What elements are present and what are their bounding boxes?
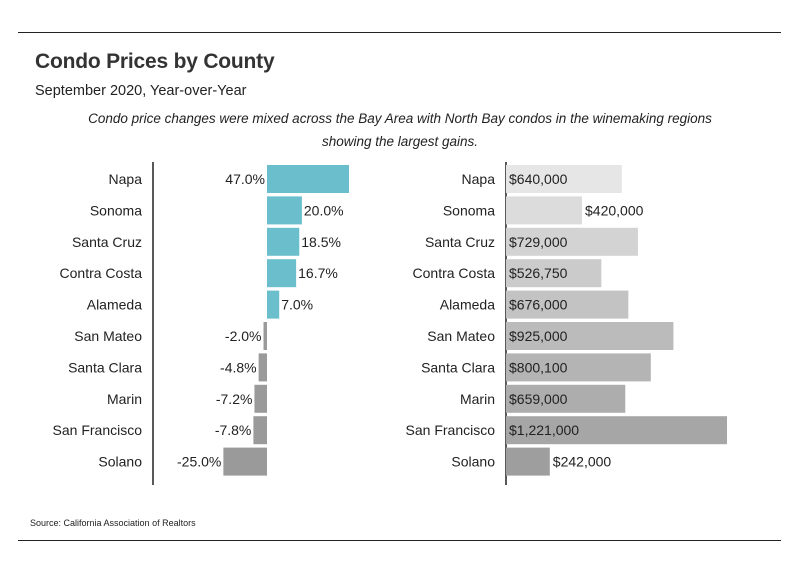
chart-subtitle: September 2020, Year-over-Year	[35, 83, 247, 99]
change-value-santa-clara: -4.8%	[220, 359, 257, 375]
change-value-san-francisco: -7.8%	[215, 422, 252, 438]
change-bar-santa-clara	[258, 353, 267, 382]
county-label-marin: Marin	[107, 391, 142, 407]
county-label-san-francisco: San Francisco	[53, 422, 143, 438]
chart-title: Condo Prices by County	[35, 50, 275, 73]
median-price-chart: Napa $640,000 Sonoma $420,000 Santa Cruz $729…	[406, 162, 727, 485]
county-label-right-marin: Marin	[460, 391, 495, 407]
price-bar-contra-costa	[506, 259, 602, 288]
price-bar-marin	[506, 384, 626, 413]
county-label-alameda: Alameda	[87, 297, 142, 313]
change-value-marin: -7.2%	[216, 391, 253, 407]
change-value-solano: -25.0%	[177, 454, 221, 470]
change-bar-sonoma	[267, 196, 302, 225]
change-value-sonoma: 20.0%	[304, 202, 344, 218]
county-label-right-napa: Napa	[462, 171, 496, 187]
county-label-solano: Solano	[98, 454, 142, 470]
county-label-right-alameda: Alameda	[440, 297, 495, 313]
chart-description: Condo price changes were mixed across th…	[88, 111, 712, 149]
price-value-san-mateo: $925,000	[509, 328, 568, 344]
price-value-san-francisco: $1,221,000	[509, 422, 579, 438]
price-bar-santa-cruz	[506, 227, 638, 256]
county-label-santa-clara: Santa Clara	[68, 359, 142, 375]
change-value-napa: 47.0%	[225, 171, 265, 187]
price-bar-san-mateo	[506, 322, 674, 350]
change-bar-alameda	[267, 290, 280, 319]
price-value-contra-costa: $526,750	[509, 265, 568, 281]
county-label-contra-costa: Contra Costa	[60, 265, 143, 281]
price-bar-napa	[506, 165, 622, 193]
change-bar-marin	[254, 384, 267, 413]
county-label-santa-cruz: Santa Cruz	[72, 234, 142, 250]
price-value-marin: $659,000	[509, 391, 568, 407]
change-bar-contra-costa	[267, 259, 297, 288]
change-bar-san-mateo	[263, 322, 267, 350]
bottom-rule	[18, 540, 781, 541]
change-bar-san-francisco	[253, 416, 267, 445]
top-rule	[18, 32, 781, 33]
change-bar-napa	[267, 165, 349, 193]
change-bar-solano	[223, 447, 267, 476]
price-bar-santa-clara	[506, 353, 651, 382]
price-change-chart: Napa 47.0% Sonoma 20.0% Santa Cruz 18.5% Contr…	[53, 162, 349, 485]
price-bar-san-francisco	[506, 416, 727, 445]
county-label-right-solano: Solano	[451, 454, 495, 470]
county-label-right-san-francisco: San Francisco	[406, 422, 496, 438]
source-note: Source: California Association of Realto…	[30, 518, 196, 528]
county-label-right-san-mateo: San Mateo	[427, 328, 495, 344]
price-value-alameda: $676,000	[509, 297, 568, 313]
price-value-santa-cruz: $729,000	[509, 234, 568, 250]
price-value-santa-clara: $800,100	[509, 359, 568, 375]
county-label-right-santa-cruz: Santa Cruz	[425, 234, 495, 250]
county-label-sonoma: Sonoma	[90, 202, 142, 218]
change-value-contra-costa: 16.7%	[298, 265, 338, 281]
change-bar-santa-cruz	[267, 227, 300, 256]
county-label-right-contra-costa: Contra Costa	[413, 265, 496, 281]
change-value-alameda: 7.0%	[281, 297, 313, 313]
price-bar-sonoma	[506, 196, 583, 225]
price-value-solano: $242,000	[553, 454, 612, 470]
change-value-santa-cruz: 18.5%	[301, 234, 341, 250]
price-value-sonoma: $420,000	[585, 202, 644, 218]
county-label-right-sonoma: Sonoma	[443, 202, 495, 218]
change-value-san-mateo: -2.0%	[225, 328, 262, 344]
price-bar-alameda	[506, 290, 629, 319]
county-label-right-santa-clara: Santa Clara	[421, 359, 495, 375]
price-bar-solano	[506, 447, 550, 476]
price-value-napa: $640,000	[509, 171, 568, 187]
county-label-san-mateo: San Mateo	[74, 328, 142, 344]
county-label-napa: Napa	[109, 171, 143, 187]
